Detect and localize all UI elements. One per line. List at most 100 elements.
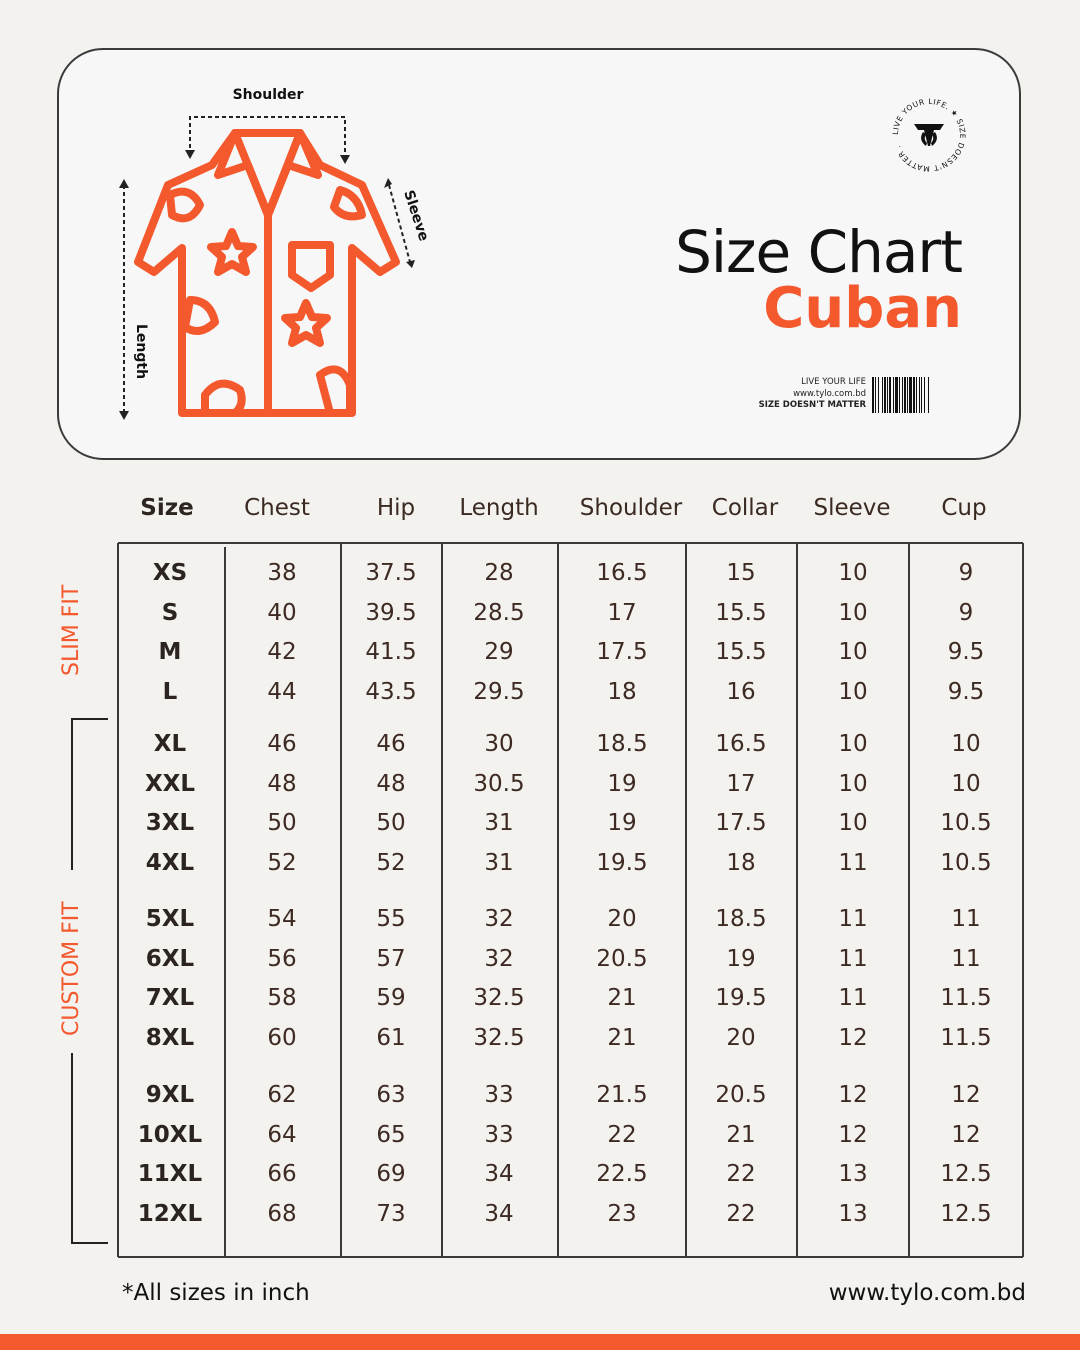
table-cell: 10 [951, 771, 981, 797]
table-cell: 28.5 [473, 600, 525, 626]
table-cell: 61 [376, 1025, 406, 1051]
table-cell: 32 [484, 946, 514, 972]
table-cell: 38 [267, 560, 297, 586]
table-cell: 10.5 [940, 850, 992, 876]
header-collar: Collar [711, 495, 779, 521]
table-cell: 10 [951, 731, 981, 757]
table-cell: 12.5 [940, 1201, 992, 1227]
shirt-icon [134, 129, 400, 417]
table-cell: 9.5 [947, 679, 985, 705]
size-cell: XXL [144, 771, 196, 797]
table-cell: 62 [267, 1082, 297, 1108]
header-sleeve: Sleeve [813, 495, 891, 521]
table-cell: 50 [267, 810, 297, 836]
table-cell: 44 [267, 679, 297, 705]
table-cell: 19.5 [715, 985, 767, 1011]
table-cell: 58 [267, 985, 297, 1011]
header-hip: Hip [376, 495, 416, 521]
table-cell: 20.5 [715, 1082, 767, 1108]
table-cell: 68 [267, 1201, 297, 1227]
website-link[interactable]: www.tylo.com.bd [828, 1280, 1026, 1306]
page-subtitle: Cuban [763, 276, 962, 341]
size-cell: XL [153, 731, 187, 757]
table-cell: 19 [726, 946, 756, 972]
table-cell: 17 [607, 600, 637, 626]
header-size: Size [140, 495, 194, 521]
table-cell: 10 [838, 679, 868, 705]
table-cell: 19.5 [596, 850, 648, 876]
table-cell: 73 [376, 1201, 406, 1227]
table-cell: 54 [267, 906, 297, 932]
custom-fit-bracket [71, 718, 108, 1244]
barcode-line-3: SIZE DOESN'T MATTER [758, 400, 866, 410]
table-cell: 48 [376, 771, 406, 797]
table-cell: 46 [376, 731, 406, 757]
size-cell: XS [152, 560, 188, 586]
size-cell: 9XL [145, 1082, 195, 1108]
table-cell: 11 [838, 985, 868, 1011]
table-cell: 52 [376, 850, 406, 876]
table-cell: 30.5 [473, 771, 525, 797]
table-cell: 32.5 [473, 985, 525, 1011]
size-cell: 7XL [145, 985, 195, 1011]
tylo-logo: LIVE YOUR LIFE. ★ SIZE DOESN'T MATTER . [891, 97, 967, 173]
page-title: Size Chart [675, 218, 963, 286]
table-cell: 11.5 [940, 985, 992, 1011]
table-cell: 69 [376, 1161, 406, 1187]
table-cell: 32.5 [473, 1025, 525, 1051]
custom-fit-label: CUSTOM FIT [59, 901, 84, 1036]
table-cell: 56 [267, 946, 297, 972]
table-cell: 29.5 [473, 679, 525, 705]
header-shoulder: Shoulder [579, 495, 683, 521]
table-cell: 15.5 [715, 600, 767, 626]
table-cell: 9 [958, 560, 974, 586]
table-cell: 17.5 [596, 639, 648, 665]
table-cell: 43.5 [365, 679, 417, 705]
table-cell: 40 [267, 600, 297, 626]
size-cell: 11XL [137, 1161, 203, 1187]
table-cell: 20 [726, 1025, 756, 1051]
barcode-line-2: www.tylo.com.bd [793, 388, 866, 399]
table-cell: 16 [726, 679, 756, 705]
slim-fit-label: SLIM FIT [59, 584, 84, 676]
table-cell: 23 [607, 1201, 637, 1227]
table-cell: 28 [484, 560, 514, 586]
size-cell: 12XL [137, 1201, 203, 1227]
table-cell: 63 [376, 1082, 406, 1108]
table-cell: 10.5 [940, 810, 992, 836]
table-cell: 21 [607, 1025, 637, 1051]
barcode-icon [872, 377, 929, 413]
table-cell: 12 [951, 1122, 981, 1148]
table-cell: 18.5 [596, 731, 648, 757]
table-cell: 10 [838, 810, 868, 836]
size-cell: 10XL [137, 1122, 203, 1148]
table-cell: 12 [838, 1122, 868, 1148]
barcode-line-1: LIVE YOUR LIFE [801, 377, 866, 387]
table-cell: 16.5 [596, 560, 648, 586]
table-cell: 64 [267, 1122, 297, 1148]
table-cell: 13 [838, 1161, 868, 1187]
table-cell: 48 [267, 771, 297, 797]
table-cell: 10 [838, 771, 868, 797]
size-cell: 5XL [145, 906, 195, 932]
table-cell: 11 [838, 906, 868, 932]
size-cell: 3XL [145, 810, 195, 836]
table-cell: 11 [838, 946, 868, 972]
table-cell: 18.5 [715, 906, 767, 932]
table-cell: 21.5 [596, 1082, 648, 1108]
table-cell: 55 [376, 906, 406, 932]
table-cell: 57 [376, 946, 406, 972]
barcode-caption: LIVE YOUR LIFE www.tylo.com.bd SIZE DOES… [759, 377, 866, 412]
table-cell: 17.5 [715, 810, 767, 836]
table-cell: 11 [838, 850, 868, 876]
table-cell: 12 [951, 1082, 981, 1108]
size-cell: 6XL [145, 946, 195, 972]
table-cell: 15 [726, 560, 756, 586]
shoulder-label: Shoulder [233, 87, 304, 103]
table-cell: 12 [838, 1082, 868, 1108]
table-cell: 19 [607, 810, 637, 836]
size-cell: 4XL [145, 850, 195, 876]
table-cell: 29 [484, 639, 514, 665]
table-cell: 9.5 [947, 639, 985, 665]
table-cell: 59 [376, 985, 406, 1011]
